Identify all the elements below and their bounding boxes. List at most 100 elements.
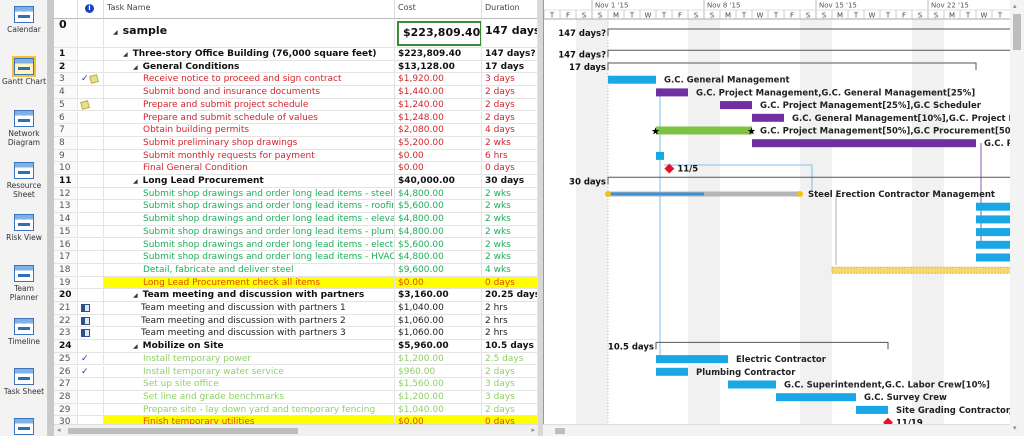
gantt-vertical-scrollbar[interactable]: ▴ ▾	[1010, 0, 1024, 436]
table-row[interactable]: 16 Submit shop drawings and order long le…	[54, 238, 538, 252]
table-scroll-thumb[interactable]	[68, 428, 298, 434]
task-name-cell[interactable]: ◢ Long Lead Procurement	[104, 175, 395, 187]
duration-cell[interactable]: 20.25 days	[482, 289, 538, 301]
table-row[interactable]: 26 ✓ Install temporary water service $960.0…	[54, 365, 538, 379]
table-row[interactable]: 27 Set up site office $1,560.00 3 days	[54, 378, 538, 391]
duration-cell[interactable]: 2 days	[482, 365, 538, 378]
duration-cell[interactable]: 2 hrs	[482, 314, 538, 327]
scroll-up-icon[interactable]: ▴	[1013, 2, 1017, 10]
critical-task-bar[interactable]	[752, 113, 784, 122]
cost-cell[interactable]: $4,800.00	[395, 225, 482, 238]
duration-cell[interactable]: 2 wks	[482, 136, 538, 149]
calendar-icon[interactable]	[81, 329, 90, 338]
cost-cell[interactable]: $0.00	[395, 162, 482, 174]
bar-resource-label[interactable]: Site Grading Contractor,G.C.	[896, 406, 1010, 416]
task-name-cell[interactable]: Obtain building permits	[104, 124, 395, 136]
cost-cell[interactable]: $960.00	[395, 365, 482, 378]
cost-cell[interactable]: $4,800.00	[395, 187, 482, 200]
duration-cell[interactable]: 4 days	[482, 124, 538, 136]
task-task-bar[interactable]	[976, 215, 1010, 224]
checkmark-icon[interactable]: ✓	[81, 366, 89, 377]
table-row[interactable]: 29 Prepare site - lay down yard and tempo…	[54, 403, 538, 417]
task-name-cell[interactable]: ◢ Mobilize on Site	[104, 340, 395, 352]
cost-cell[interactable]: $1,200.00	[395, 352, 482, 365]
task-name-cell[interactable]: Install temporary water service	[104, 365, 395, 378]
duration-cell[interactable]: 17 days	[482, 60, 538, 73]
bar-resource-label[interactable]: G.C. Project Management[25%],G.C Schedul…	[760, 101, 982, 111]
row-number[interactable]: 2	[54, 60, 78, 73]
indicators-header[interactable]: i	[78, 0, 104, 19]
row-number[interactable]: 16	[54, 238, 78, 251]
task-name-cell[interactable]: Submit preliminary shop drawings	[104, 136, 395, 149]
task-name-cell[interactable]: ◢ Three-story Office Building (76,000 squ…	[104, 48, 395, 60]
task-name-cell[interactable]: Team meeting and discussion with partner…	[104, 327, 395, 340]
task-task-bar[interactable]	[856, 405, 888, 414]
duration-cell[interactable]: 2 days	[482, 86, 538, 98]
gantt-hscroll-thumb[interactable]	[555, 428, 565, 434]
task-task-bar[interactable]	[976, 240, 1010, 249]
critical-task-bar[interactable]	[720, 101, 752, 110]
duration-cell[interactable]: 3 days	[482, 73, 538, 86]
duration-cell[interactable]: 4 wks	[482, 263, 538, 276]
table-row[interactable]: 1 ◢ Three-story Office Building (76,000 sq…	[54, 48, 538, 61]
task-task-bar[interactable]	[976, 228, 1010, 237]
task-task-bar[interactable]	[776, 393, 856, 402]
task-name-cell[interactable]: Receive notice to proceed and sign contr…	[104, 73, 395, 86]
task-task-bar[interactable]	[976, 253, 1010, 262]
cost-cell[interactable]: $3,160.00	[395, 289, 482, 301]
row-number[interactable]: 10	[54, 162, 78, 174]
cost-cell[interactable]: $1,200.00	[395, 390, 482, 403]
collapse-triangle-icon[interactable]: ◢	[133, 63, 138, 71]
row-number[interactable]: 30	[54, 416, 78, 424]
more-views-button[interactable]	[0, 418, 48, 437]
cost-cell[interactable]: $4,800.00	[395, 251, 482, 263]
cost-cell[interactable]: $1,040.00	[395, 302, 482, 314]
duration-cell[interactable]: 2.5 days	[482, 352, 538, 365]
bar-resource-label[interactable]: G.C. Project Management,G.C. General Man…	[696, 88, 975, 98]
row-number[interactable]: 11	[54, 175, 78, 187]
milestone-date-label[interactable]: 11/5	[677, 165, 698, 175]
row-number[interactable]: 22	[54, 314, 78, 327]
table-horizontal-scrollbar[interactable]: ◂ ▸	[54, 424, 538, 436]
summary-bar[interactable]	[607, 176, 1010, 185]
duration-cell[interactable]: 2 wks	[482, 225, 538, 238]
row-number[interactable]: 7	[54, 124, 78, 136]
gantt-horizontal-scrollbar[interactable]	[543, 424, 1010, 436]
duration-cell[interactable]: 2 wks	[482, 238, 538, 251]
row-number[interactable]: 25	[54, 352, 78, 365]
scroll-left-icon[interactable]: ◂	[57, 426, 61, 434]
green-task-bar[interactable]	[656, 126, 752, 135]
view-bar-divider[interactable]	[48, 0, 54, 436]
task-name-cell[interactable]: Final General Condition	[104, 162, 395, 174]
duration-cell[interactable]: 147 days?	[482, 19, 538, 47]
task-name-cell[interactable]: Finish temporary utilities	[104, 416, 395, 424]
task-name-cell[interactable]: Long Lead Procurement check all items	[104, 276, 395, 289]
row-number[interactable]: 14	[54, 213, 78, 225]
row-number[interactable]: 26	[54, 365, 78, 378]
duration-cell[interactable]: 2 wks	[482, 213, 538, 225]
duration-cell[interactable]: 2 hrs	[482, 302, 538, 314]
table-row[interactable]: 11 ◢ Long Lead Procurement $40,000.00 30 day…	[54, 175, 538, 188]
collapse-triangle-icon[interactable]: ◢	[133, 343, 138, 351]
task-task-bar[interactable]	[976, 202, 1010, 211]
checkmark-icon[interactable]: ✓	[81, 74, 89, 85]
summary-bar[interactable]	[607, 62, 977, 70]
table-row[interactable]: 20 ◢ Team meeting and discussion with part…	[54, 289, 538, 302]
view-risk-view[interactable]: Risk View	[0, 214, 48, 242]
row-number[interactable]: 15	[54, 225, 78, 238]
cost-cell[interactable]: $223,809.40	[395, 48, 482, 60]
row-number[interactable]: 6	[54, 111, 78, 124]
view-gantt-chart[interactable]: Gantt Chart	[0, 56, 48, 86]
task-name-cell[interactable]: Submit shop drawings and order long lead…	[104, 213, 395, 225]
calendar-icon[interactable]	[81, 304, 90, 312]
note-icon[interactable]	[80, 99, 90, 110]
bar-resource-label[interactable]: Steel Erection Contractor Management	[808, 190, 995, 200]
cost-cell[interactable]: $5,200.00	[395, 136, 482, 149]
table-row[interactable]: 5 Prepare and submit project schedule $1,2…	[54, 98, 538, 112]
row-number-header[interactable]	[54, 0, 78, 19]
table-row[interactable]: 0 ◢ sample $223,809.40 147 days?	[54, 19, 538, 48]
bar-resource-label[interactable]: G.C. General Management	[664, 76, 790, 86]
view-task-sheet[interactable]: Task Sheet	[0, 368, 48, 396]
task-name-cell[interactable]: Prepare and submit schedule of values	[104, 111, 395, 124]
cost-cell[interactable]: $5,960.00	[395, 340, 482, 352]
